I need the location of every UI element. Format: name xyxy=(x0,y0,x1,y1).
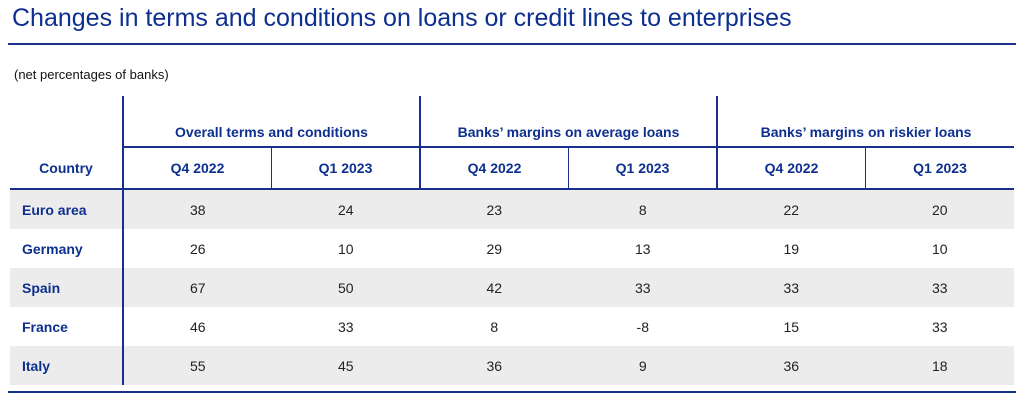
value-cell: 33 xyxy=(337,318,354,335)
period-header: Q4 2022 xyxy=(419,146,569,190)
value-cell: 45 xyxy=(271,346,420,385)
period-header-row: Country Q4 2022 Q1 2023 Q4 2022 Q1 2023 … xyxy=(10,146,1015,190)
value-cell: 29 xyxy=(486,240,503,257)
value-cell: 19 xyxy=(783,240,800,257)
country-cell: Spain xyxy=(10,268,124,307)
table-row: France 46 33 8 -8 15 33 xyxy=(10,307,1014,346)
country-cell: France xyxy=(10,307,124,346)
corner-cell xyxy=(10,96,124,147)
value-cell: 67 xyxy=(123,268,272,307)
period-header: Q4 2022 xyxy=(716,146,866,190)
country-column-header: Country xyxy=(10,147,123,190)
value-cell: 10 xyxy=(931,240,948,257)
table-row: Italy 55 45 36 9 36 18 xyxy=(10,346,1015,385)
group-header: Banks’ margins on riskier loans xyxy=(716,96,1015,147)
value-cell: 36 xyxy=(420,346,569,385)
country-cell: Germany xyxy=(10,229,124,268)
table-row: Germany 26 10 29 13 19 10 xyxy=(10,229,1014,268)
value-cell: 22 xyxy=(717,189,866,229)
country-cell: Euro area xyxy=(10,189,124,229)
value-cell: 13 xyxy=(634,240,651,257)
value-cell: 33 xyxy=(717,268,866,307)
value-cell: 8 xyxy=(490,318,499,335)
value-cell: 18 xyxy=(865,346,1015,385)
period-header: Q1 2023 xyxy=(568,146,718,190)
group-header: Banks’ margins on average loans xyxy=(418,96,718,147)
value-cell: 26 xyxy=(189,240,206,257)
page-title: Changes in terms and conditions on loans… xyxy=(12,4,792,32)
data-table: Overall terms and conditions Banks’ marg… xyxy=(10,96,1015,385)
data-table-container: Overall terms and conditions Banks’ marg… xyxy=(10,96,1015,385)
value-cell: 33 xyxy=(931,318,948,335)
table-row: Spain 67 50 42 33 33 33 xyxy=(10,268,1015,307)
value-cell: 15 xyxy=(783,318,800,335)
value-cell: 8 xyxy=(568,189,718,229)
bottom-rule xyxy=(8,391,1016,393)
title-rule xyxy=(8,43,1016,45)
value-cell: 38 xyxy=(123,189,272,229)
table-row: Euro area 38 24 23 8 22 20 xyxy=(10,189,1015,229)
value-cell: 9 xyxy=(568,346,718,385)
value-cell: 42 xyxy=(420,268,569,307)
value-cell: 24 xyxy=(271,189,420,229)
value-cell: 55 xyxy=(123,346,272,385)
period-header: Q4 2022 xyxy=(122,146,272,190)
value-cell: 36 xyxy=(717,346,866,385)
table-subtitle: (net percentages of banks) xyxy=(14,67,169,82)
value-cell: 50 xyxy=(271,268,420,307)
value-cell: 33 xyxy=(568,268,718,307)
value-cell: 23 xyxy=(420,189,569,229)
value-cell: 10 xyxy=(337,240,354,257)
value-cell: 33 xyxy=(865,268,1015,307)
group-header: Overall terms and conditions xyxy=(122,96,420,147)
period-header: Q1 2023 xyxy=(865,146,1015,190)
country-cell: Italy xyxy=(10,346,124,385)
value-cell: 20 xyxy=(865,189,1015,229)
value-cell: -8 xyxy=(636,318,649,335)
group-header-row: Overall terms and conditions Banks’ marg… xyxy=(10,96,1015,147)
period-header: Q1 2023 xyxy=(271,146,420,190)
value-cell: 46 xyxy=(189,318,206,335)
